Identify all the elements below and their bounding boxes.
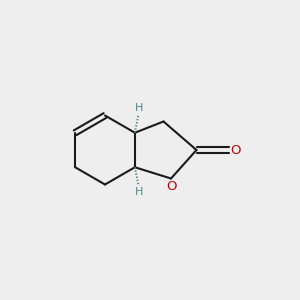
Text: H: H [135, 188, 144, 197]
Text: H: H [135, 103, 144, 112]
Text: O: O [230, 143, 241, 157]
Text: O: O [166, 180, 177, 194]
